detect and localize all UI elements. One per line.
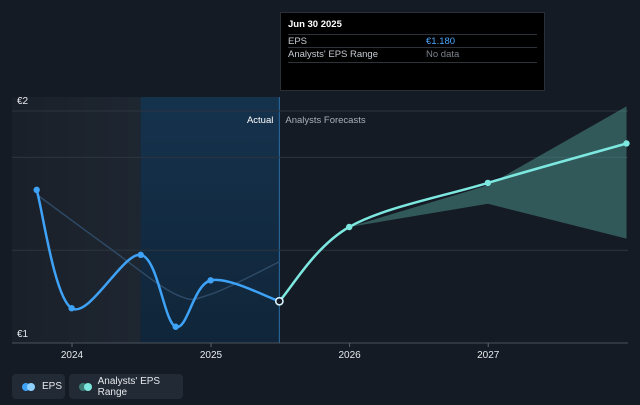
legend-label-eps-range: Analysts' EPS Range: [97, 375, 161, 398]
eps-range-legend-icon: [79, 382, 92, 391]
tooltip: Jun 30 2025 EPS €1.180 Analysts' EPS Ran…: [280, 12, 545, 91]
eps-current-point: [274, 296, 284, 306]
eps-point: [33, 186, 40, 194]
x-tick-label: 2026: [338, 350, 361, 361]
tooltip-eps-label: EPS: [288, 36, 308, 47]
eps-point: [137, 251, 144, 259]
tooltip-range-value: No data: [426, 49, 460, 60]
tooltip-row-range: Analysts' EPS Range No data: [288, 47, 537, 63]
eps-range-band: [279, 106, 627, 302]
eps-forecast-point: [346, 223, 353, 231]
y-tick-label: €1: [17, 329, 29, 340]
eps-point: [68, 305, 75, 312]
x-tick-label: 2025: [200, 350, 223, 361]
x-tick-label: 2024: [61, 350, 84, 361]
tooltip-eps-value: €1.180: [426, 36, 456, 47]
tooltip-range-label: Analysts' EPS Range: [288, 49, 378, 60]
legend-label-eps: EPS: [42, 381, 63, 392]
eps-forecast-point: [623, 140, 630, 147]
eps-point: [172, 323, 179, 330]
forecast-label: Analysts Forecasts: [285, 115, 365, 126]
y-tick-label: €2: [17, 96, 29, 107]
eps-forecast-point: [484, 179, 492, 187]
legend-item-eps[interactable]: EPS: [12, 374, 65, 399]
actual-label: Actual: [247, 115, 273, 126]
eps-legend-icon: [22, 382, 36, 391]
legend-item-eps-range[interactable]: Analysts' EPS Range: [69, 374, 183, 399]
eps-forecast-line: [278, 142, 627, 303]
past-region: [12, 97, 141, 343]
x-tick-label: 2027: [477, 350, 500, 361]
highlight-region: [140, 97, 280, 343]
eps-trend-line: [36, 193, 280, 301]
tooltip-row-eps: EPS €1.180: [288, 34, 537, 49]
eps-point: [207, 277, 214, 284]
tooltip-date: Jun 30 2025: [288, 19, 342, 30]
